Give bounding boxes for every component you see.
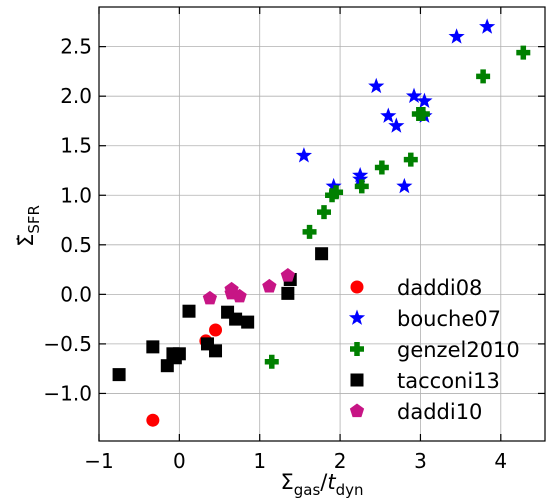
series-genzel2010 <box>264 45 531 369</box>
x-tick-label: 1 <box>253 449 266 473</box>
legend-marker <box>350 373 364 387</box>
daddi10-point <box>232 288 247 303</box>
y-axis-label: Σ̇SFR <box>14 205 43 247</box>
grid <box>98 7 545 441</box>
genzel2010-point <box>476 69 491 84</box>
daddi10-point <box>280 268 295 282</box>
series-bouche07 <box>295 18 496 194</box>
genzel2010-point <box>264 354 279 369</box>
legend: daddi08 bouche07 genzel2010 tacconi13 daddi1… <box>348 276 520 424</box>
x-tick-label: 3 <box>414 449 427 473</box>
genzel2010-point <box>415 107 430 122</box>
bouche07-point <box>448 28 465 44</box>
x-tick-label: 4 <box>494 449 507 473</box>
tacconi13-point <box>209 344 223 358</box>
series-daddi10 <box>202 268 295 305</box>
bouche07-point <box>479 18 496 34</box>
y-tick-label: 0.0 <box>60 282 92 306</box>
x-tick-label: 0 <box>173 449 186 473</box>
legend-item-tacconi13: tacconi13 <box>350 369 500 393</box>
tacconi13-point <box>241 315 255 329</box>
tacconi13-point <box>229 312 243 326</box>
y-tick-label: 2.0 <box>60 84 92 108</box>
legend-item-daddi10: daddi10 <box>349 400 482 424</box>
daddi10-point <box>202 290 218 305</box>
legend-item-genzel2010: genzel2010 <box>350 338 520 362</box>
y-tick-label: 0.5 <box>60 233 92 257</box>
tacconi13-point <box>182 304 196 318</box>
axis-ticks: −1 0 1 2 3 4 −1.0 −0.5 0.0 0.5 1.0 1.5 2.0 2.5 <box>43 7 545 473</box>
legend-marker <box>350 342 364 356</box>
tacconi13-point <box>315 247 329 261</box>
y-tick-label: 2.5 <box>60 35 92 59</box>
tacconi13-point <box>281 286 295 300</box>
tacconi13-point <box>146 340 160 354</box>
genzel2010-point <box>403 152 418 167</box>
legend-marker <box>350 280 364 294</box>
bouche07-point <box>380 107 397 123</box>
genzel2010-point <box>325 188 340 203</box>
genzel2010-point <box>302 224 317 239</box>
bouche07-point <box>388 117 405 133</box>
y-tick-label: −0.5 <box>43 332 92 356</box>
legend-marker <box>349 403 365 418</box>
legend-label: daddi10 <box>397 400 482 424</box>
series-tacconi13 <box>112 247 329 382</box>
x-tick-label: −1 <box>84 449 113 473</box>
bouche07-point <box>396 177 413 194</box>
legend-label: daddi08 <box>397 276 482 300</box>
genzel2010-point <box>374 160 389 175</box>
legend-item-bouche07: bouche07 <box>348 307 501 331</box>
y-tick-label: 1.5 <box>60 134 92 158</box>
y-tick-label: −1.0 <box>43 381 92 405</box>
daddi10-point <box>262 278 277 293</box>
plot-frame <box>98 6 546 442</box>
legend-item-daddi08: daddi08 <box>350 276 482 300</box>
legend-label: genzel2010 <box>397 338 520 362</box>
genzel2010-point <box>354 179 369 194</box>
bouche07-point <box>352 166 369 183</box>
genzel2010-point <box>516 45 531 60</box>
bouche07-point <box>405 87 423 104</box>
daddi08-point <box>209 323 223 337</box>
x-axis-label: Σgas/tdyn <box>280 470 363 499</box>
legend-label: tacconi13 <box>397 369 500 393</box>
x-tick-label: 2 <box>334 449 347 473</box>
bouche07-point <box>416 92 433 109</box>
tacconi13-point <box>172 347 186 361</box>
bouche07-point <box>295 147 312 163</box>
tacconi13-point <box>112 368 126 382</box>
daddi08-point <box>146 413 160 427</box>
genzel2010-point <box>317 205 332 220</box>
bouche07-point <box>368 77 385 94</box>
genzel2010-point <box>329 185 344 200</box>
legend-label: bouche07 <box>397 307 501 331</box>
y-tick-label: 1.0 <box>60 183 92 207</box>
legend-marker <box>348 309 366 325</box>
data-series <box>112 18 531 427</box>
